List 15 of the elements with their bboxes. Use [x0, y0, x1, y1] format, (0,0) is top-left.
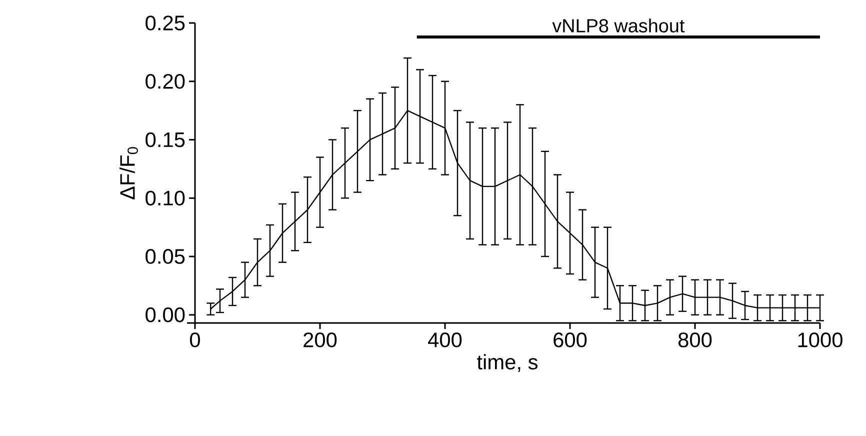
- x-tick-label: 0: [190, 332, 200, 348]
- x-tick-label: 800: [678, 332, 712, 348]
- x-axis-title: time, s: [477, 354, 538, 372]
- y-axis-title: ΔF/F$_{0}$: [120, 147, 138, 200]
- y-tick-label: 0.10: [146, 190, 185, 206]
- annotation: vNLP8 washout: [552, 18, 685, 32]
- y-tick-label: 0.15: [146, 132, 185, 148]
- x-tick-label: 600: [554, 332, 587, 348]
- y-tick-label: 0.25: [146, 16, 185, 30]
- x-tick-label: 1000: [798, 332, 842, 348]
- x-tick-label: 400: [428, 332, 462, 348]
- y-tick-label: 0.00: [146, 307, 185, 322]
- x-tick-label: 200: [304, 332, 337, 348]
- y-tick-label: 0.20: [146, 74, 185, 89]
- y-tick-label: 0.05: [146, 249, 185, 264]
